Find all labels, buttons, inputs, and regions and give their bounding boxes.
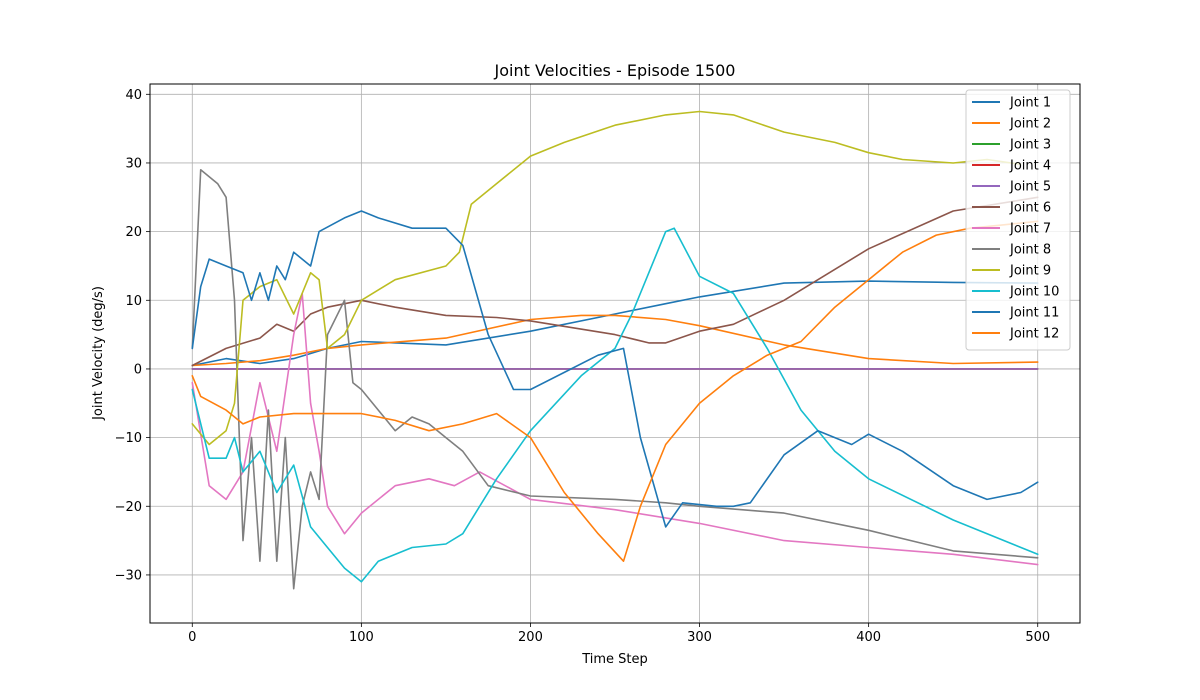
y-tick-label: 20 [125, 225, 142, 240]
x-tick-label: 300 [687, 630, 712, 645]
y-tick-label: 40 [125, 88, 142, 103]
legend-box [965, 89, 1071, 351]
y-tick-label: 10 [125, 294, 142, 309]
legend-label-joint-3: Joint 3 [1009, 138, 1051, 153]
series-line-joint-2 [191, 314, 1039, 367]
x-tick-label: 0 [188, 630, 196, 645]
legend-label-joint-4: Joint 4 [1009, 159, 1051, 174]
y-tick-label: −10 [115, 431, 142, 446]
legend-label-joint-12: Joint 12 [1009, 327, 1059, 342]
series-line-joint-6 [191, 196, 1039, 367]
y-tick-label: −30 [115, 568, 142, 583]
x-tick-label: 500 [1025, 630, 1050, 645]
legend-label-joint-6: Joint 6 [1009, 201, 1051, 216]
series-lines [191, 110, 1039, 590]
chart-title: Joint Velocities - Episode 1500 [494, 61, 736, 80]
legend-label-joint-1: Joint 1 [1009, 96, 1051, 111]
series-line-joint-1 [191, 280, 1039, 367]
legend-label-joint-9: Joint 9 [1009, 264, 1051, 279]
y-tick-label: 0 [134, 362, 142, 377]
series-line-joint-10 [191, 227, 1039, 583]
x-tick-label: 200 [518, 630, 543, 645]
legend-label-joint-7: Joint 7 [1009, 222, 1051, 237]
legend-label-joint-2: Joint 2 [1009, 117, 1051, 132]
series-line-joint-7 [191, 292, 1039, 566]
x-tick-label: 400 [856, 630, 881, 645]
series-line-joint-11 [191, 210, 1039, 528]
y-tick-label: 30 [125, 156, 142, 171]
axis-ticks: 0 100 200 300 400 500 −30 −20 −10 0 10 20 30 40 [115, 88, 1051, 645]
x-axis-label: Time Step [581, 652, 648, 667]
y-tick-label: −20 [115, 500, 142, 515]
legend: Joint 1 Joint 2 Joint 3 Joint 4 Joint 5 Joint… [965, 89, 1071, 351]
legend-label-joint-10: Joint 10 [1009, 285, 1059, 300]
y-axis-label: Joint Velocity (deg/s) [91, 286, 106, 421]
legend-label-joint-5: Joint 5 [1009, 180, 1051, 195]
plot-frame [149, 83, 1081, 624]
x-tick-label: 100 [349, 630, 374, 645]
legend-label-joint-8: Joint 8 [1009, 243, 1051, 258]
series-line-joint-12 [191, 220, 1039, 563]
series-line-joint-9 [191, 110, 1022, 446]
legend-label-joint-11: Joint 11 [1009, 306, 1059, 321]
